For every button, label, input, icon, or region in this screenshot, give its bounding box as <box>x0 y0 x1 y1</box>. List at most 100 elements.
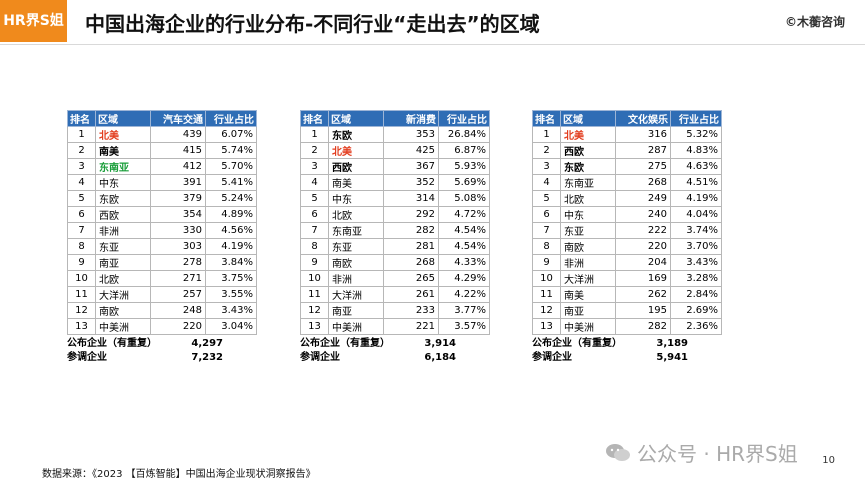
cell-region: 西欧 <box>328 158 384 175</box>
cell-region: 北欧 <box>560 190 616 207</box>
cell-rank: 10 <box>532 270 561 287</box>
industry-table-1: 排名 区域 汽车交通 行业占比 1 北美 439 6.07% 2 南美 415 5.74% 3 东南亚 41… <box>67 110 257 365</box>
cell-value: 316 <box>615 126 671 143</box>
column-header: 新消费 <box>383 110 439 127</box>
cell-region: 大洋洲 <box>560 270 616 287</box>
summary-label: 公布企业（有重复） <box>300 338 390 349</box>
table-row: 11 大洋洲 261 4.22% <box>300 286 490 303</box>
cell-pct: 3.43% <box>205 302 257 319</box>
cell-value: 391 <box>150 174 206 191</box>
table-row: 10 非洲 265 4.29% <box>300 270 490 287</box>
cell-rank: 3 <box>67 158 96 175</box>
cell-value: 282 <box>615 318 671 335</box>
cell-pct: 5.08% <box>438 190 490 207</box>
cell-rank: 6 <box>67 206 96 223</box>
cell-region: 南美 <box>95 142 151 159</box>
cell-pct: 4.89% <box>205 206 257 223</box>
cell-region: 南美 <box>560 286 616 303</box>
summary-row: 参调企业 5,941 <box>532 351 721 365</box>
ranking-table: 排名 区域 新消费 行业占比 1 东欧 353 26.84% 2 北美 425 6.87% 3 西欧 367… <box>300 110 490 335</box>
table-header-row: 排名 区域 新消费 行业占比 <box>300 110 490 127</box>
cell-pct: 4.83% <box>670 142 722 159</box>
cell-rank: 1 <box>300 126 329 143</box>
cell-region: 南欧 <box>328 254 384 271</box>
column-header: 区域 <box>328 110 384 127</box>
cell-rank: 11 <box>67 286 96 303</box>
ranking-table: 排名 区域 汽车交通 行业占比 1 北美 439 6.07% 2 南美 415 5.74% 3 东南亚 41… <box>67 110 257 335</box>
cell-region: 南亚 <box>95 254 151 271</box>
table-row: 9 非洲 204 3.43% <box>532 254 722 271</box>
cell-value: 292 <box>383 206 439 223</box>
cell-value: 268 <box>615 174 671 191</box>
cell-region: 北美 <box>95 126 151 143</box>
cell-pct: 4.54% <box>438 222 490 239</box>
cell-value: 415 <box>150 142 206 159</box>
cell-pct: 3.70% <box>670 238 722 255</box>
cell-rank: 13 <box>67 318 96 335</box>
cell-pct: 3.74% <box>670 222 722 239</box>
cell-rank: 5 <box>300 190 329 207</box>
column-header: 行业占比 <box>438 110 490 127</box>
cell-pct: 4.19% <box>670 190 722 207</box>
cell-region: 东亚 <box>95 238 151 255</box>
cell-region: 南欧 <box>560 238 616 255</box>
column-header: 区域 <box>560 110 616 127</box>
cell-region: 中美洲 <box>328 318 384 335</box>
summary-value: 5,941 <box>656 352 688 363</box>
cell-rank: 13 <box>532 318 561 335</box>
summary-label: 公布企业（有重复） <box>67 338 157 349</box>
cell-value: 268 <box>383 254 439 271</box>
cell-rank: 1 <box>67 126 96 143</box>
summary-row: 公布企业（有重复） 3,914 <box>300 337 489 351</box>
table-row: 12 南亚 195 2.69% <box>532 302 722 319</box>
cell-value: 330 <box>150 222 206 239</box>
cell-region: 东欧 <box>328 126 384 143</box>
cell-pct: 4.04% <box>670 206 722 223</box>
cell-value: 249 <box>615 190 671 207</box>
table-row: 13 中美洲 220 3.04% <box>67 318 257 335</box>
cell-rank: 7 <box>532 222 561 239</box>
column-header: 区域 <box>95 110 151 127</box>
cell-region: 东南亚 <box>560 174 616 191</box>
summary-value: 6,184 <box>424 352 456 363</box>
cell-region: 东欧 <box>95 190 151 207</box>
summary-value: 7,232 <box>191 352 223 363</box>
cell-pct: 4.56% <box>205 222 257 239</box>
cell-region: 中东 <box>560 206 616 223</box>
table-row: 13 中美洲 221 3.57% <box>300 318 490 335</box>
cell-value: 281 <box>383 238 439 255</box>
cell-region: 南欧 <box>95 302 151 319</box>
industry-table-3: 排名 区域 文化娱乐 行业占比 1 北美 316 5.32% 2 西欧 287 4.83% 3 东欧 275… <box>532 110 722 365</box>
cell-pct: 3.84% <box>205 254 257 271</box>
cell-pct: 5.41% <box>205 174 257 191</box>
table-row: 4 东南亚 268 4.51% <box>532 174 722 191</box>
cell-region: 东南亚 <box>328 222 384 239</box>
column-header: 汽车交通 <box>150 110 206 127</box>
summary-row: 公布企业（有重复） 4,297 <box>67 337 256 351</box>
cell-region: 中东 <box>328 190 384 207</box>
table-row: 7 东南亚 282 4.54% <box>300 222 490 239</box>
column-header: 排名 <box>532 110 561 127</box>
cell-rank: 4 <box>532 174 561 191</box>
summary-value: 4,297 <box>191 338 223 349</box>
cell-region: 北欧 <box>95 270 151 287</box>
data-source: 数据来源：《2023 【百炼智能】中国出海企业现状洞察报告》 <box>42 469 316 480</box>
table-row: 10 大洋洲 169 3.28% <box>532 270 722 287</box>
cell-region: 大洋洲 <box>95 286 151 303</box>
cell-rank: 9 <box>532 254 561 271</box>
cell-value: 271 <box>150 270 206 287</box>
table-row: 7 东亚 222 3.74% <box>532 222 722 239</box>
cell-value: 303 <box>150 238 206 255</box>
cell-region: 南美 <box>328 174 384 191</box>
table-row: 7 非洲 330 4.56% <box>67 222 257 239</box>
watermark-text: 公众号 · HR界S姐 <box>637 442 798 466</box>
cell-rank: 4 <box>300 174 329 191</box>
cell-pct: 5.69% <box>438 174 490 191</box>
cell-value: 314 <box>383 190 439 207</box>
cell-pct: 3.28% <box>670 270 722 287</box>
cell-region: 中美洲 <box>560 318 616 335</box>
cell-value: 287 <box>615 142 671 159</box>
cell-value: 233 <box>383 302 439 319</box>
table-header-row: 排名 区域 文化娱乐 行业占比 <box>532 110 722 127</box>
header-divider <box>0 44 865 45</box>
